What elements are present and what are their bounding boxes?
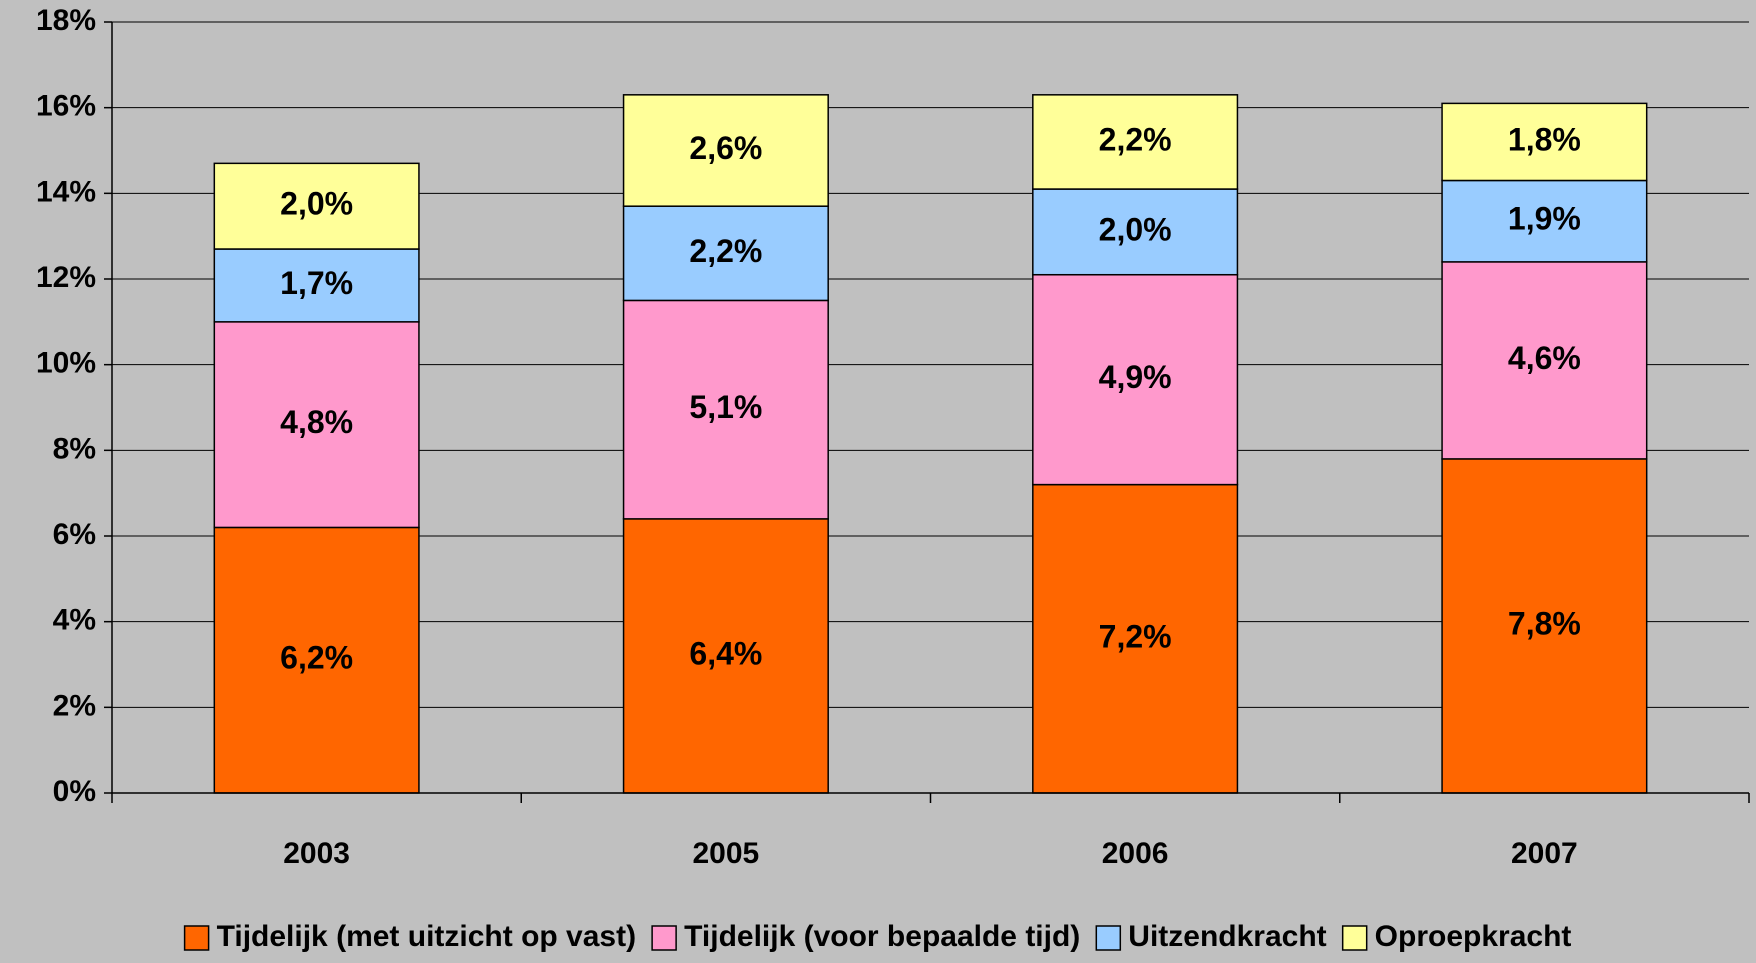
y-tick-label: 10% [36, 347, 96, 380]
y-tick-label: 0% [53, 775, 96, 808]
x-tick-label: 2003 [283, 837, 350, 870]
bar-segment [622, 205, 829, 302]
legend-label: Tijdelijk (voor bepaalde tijd) [684, 920, 1080, 953]
data-label: 7,2% [1099, 618, 1172, 654]
legend-label: Tijdelijk (met uitzicht op vast) [217, 920, 637, 953]
x-tick-label: 2007 [1511, 837, 1578, 870]
data-label: 6,2% [280, 640, 353, 676]
bar-segment [1441, 458, 1648, 794]
data-label: 5,1% [689, 389, 762, 425]
bar-segment [213, 248, 420, 323]
bar-segment [622, 518, 829, 794]
data-label: 2,2% [1099, 121, 1172, 157]
legend-swatch [1341, 925, 1368, 951]
bar-segment [1441, 261, 1648, 460]
legend-label: Oproepkracht [1375, 920, 1572, 953]
data-label: 4,8% [280, 404, 353, 440]
data-label: 1,7% [280, 265, 353, 301]
data-label: 2,0% [1099, 211, 1172, 247]
bar-segment [1032, 483, 1239, 794]
data-label: 1,8% [1508, 121, 1581, 157]
y-tick-label: 18% [36, 4, 96, 37]
bar-segment [1032, 273, 1239, 486]
bar-segment [622, 94, 829, 207]
data-label: 4,6% [1508, 340, 1581, 376]
y-tick-label: 16% [36, 90, 96, 123]
legend-swatch [183, 925, 210, 951]
y-tick-label: 4% [53, 604, 96, 637]
legend-swatch [1095, 925, 1122, 951]
data-label: 7,8% [1508, 605, 1581, 641]
data-label: 4,9% [1099, 359, 1172, 395]
bar-segment [213, 321, 420, 529]
x-tick-label: 2005 [693, 837, 760, 870]
y-tick-label: 8% [53, 432, 96, 465]
data-label: 2,2% [689, 233, 762, 269]
data-label: 2,0% [280, 186, 353, 222]
legend-swatch [651, 925, 677, 951]
bar-segment [622, 299, 829, 520]
y-tick-label: 12% [36, 261, 96, 294]
legend-label: Uitzendkracht [1128, 920, 1326, 953]
bar-segment [1441, 102, 1648, 182]
y-tick-label: 14% [36, 175, 96, 208]
data-label: 2,6% [689, 130, 762, 166]
data-label: 1,9% [1508, 201, 1581, 237]
data-label: 6,4% [689, 635, 762, 671]
y-tick-label: 2% [53, 689, 96, 722]
bar-segment [1032, 94, 1239, 190]
bar-segment [213, 526, 420, 794]
y-tick-label: 6% [53, 518, 96, 551]
bar-segment [213, 162, 420, 250]
x-tick-label: 2006 [1102, 837, 1169, 870]
